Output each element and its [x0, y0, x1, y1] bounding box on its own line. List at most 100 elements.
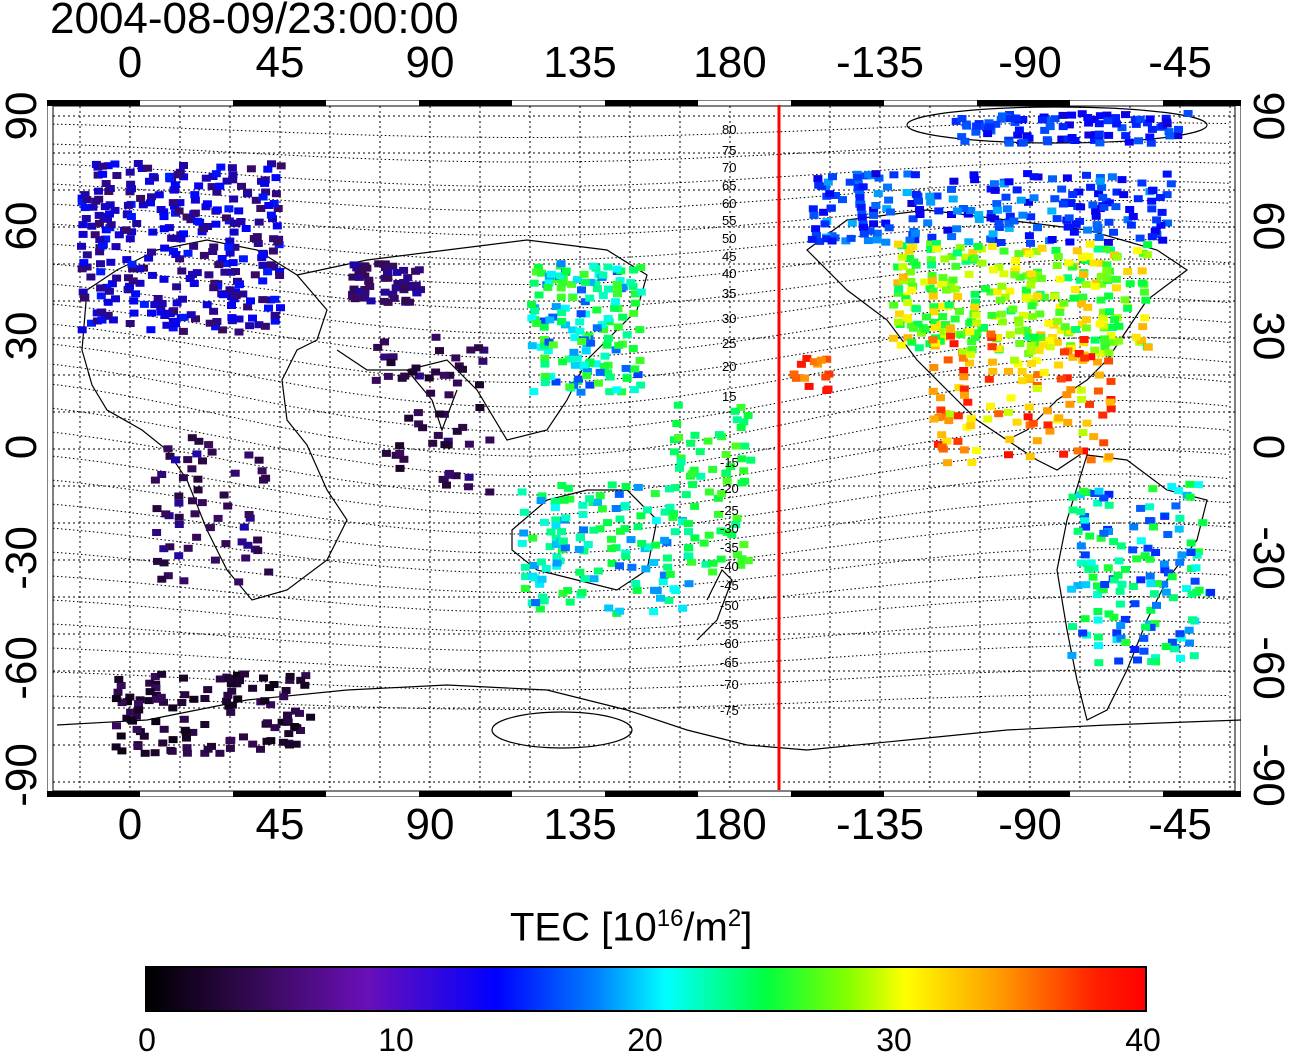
tec-cell: [678, 518, 687, 526]
tec-cell: [1058, 111, 1068, 119]
tec-cell: [636, 288, 646, 296]
tec-cell: [151, 692, 161, 699]
tec-cell: [78, 230, 88, 238]
tec-cell: [388, 262, 398, 270]
tec-cell: [201, 174, 211, 182]
tec-cell: [814, 181, 824, 189]
tec-cell: [936, 394, 945, 402]
tec-cell: [254, 456, 264, 464]
tec-cell: [895, 310, 904, 318]
tec-cell: [152, 695, 162, 703]
tec-cell: [211, 220, 221, 228]
tec-cell: [1078, 270, 1088, 278]
tec-cell: [264, 304, 273, 312]
tec-cell: [903, 334, 913, 342]
tec-cell: [582, 372, 592, 380]
tec-cell: [827, 237, 837, 245]
tec-cell: [910, 171, 920, 179]
tec-cell: [97, 308, 107, 316]
tec-cell: [535, 605, 545, 613]
tec-cell: [864, 171, 874, 179]
tec-cell: [203, 223, 213, 230]
tec-cell: [970, 290, 980, 298]
tec-cell: [901, 295, 911, 303]
tec-cell: [464, 440, 474, 448]
tec-cell: [1005, 212, 1015, 220]
tec-cell: [1111, 114, 1120, 122]
tec-cell: [585, 495, 595, 503]
tec-cell: [222, 177, 232, 185]
tec-cell: [125, 282, 134, 290]
tec-cell: [597, 505, 607, 513]
tec-cell: [811, 231, 821, 239]
tec-cell: [132, 220, 142, 227]
left-lat-tick: 0: [0, 434, 46, 460]
tec-cell: [403, 274, 413, 282]
tec-cell: [246, 165, 256, 173]
tec-map-svg: [47, 100, 1241, 797]
tec-cell: [1176, 654, 1185, 662]
tec-cell: [258, 296, 268, 304]
left-lat-tick: 60: [0, 201, 46, 251]
tec-cell: [1017, 377, 1027, 385]
tec-cell: [1004, 451, 1013, 459]
tec-cell: [243, 541, 253, 549]
tec-cell: [1126, 221, 1136, 229]
tec-cell: [909, 324, 918, 332]
tec-cell: [111, 743, 121, 751]
tec-cell: [621, 483, 631, 490]
tec-cell: [194, 437, 204, 445]
tec-cell: [1098, 193, 1108, 201]
tec-cell: [1053, 317, 1063, 325]
tec-cell: [374, 260, 384, 268]
tec-cell: [200, 749, 210, 757]
tec-cell: [929, 364, 939, 371]
tec-cell: [926, 256, 936, 264]
tec-cell: [178, 474, 188, 482]
tec-cell: [632, 586, 642, 594]
tec-cell: [731, 521, 741, 528]
tec-cell: [296, 727, 305, 734]
tec-cell: [1032, 385, 1042, 392]
tec-cell: [1089, 259, 1099, 267]
magnetic-latitude-label: 55: [722, 213, 737, 228]
tec-cell: [538, 593, 548, 601]
tec-cell: [383, 372, 393, 380]
tec-cell: [126, 716, 136, 724]
tec-cell: [1145, 133, 1155, 141]
tec-cell: [631, 580, 641, 587]
tec-cell: [352, 262, 362, 270]
tec-cell: [739, 541, 749, 549]
tec-cell: [1027, 360, 1036, 367]
tec-cell: [662, 554, 672, 562]
tec-cell: [1080, 513, 1090, 520]
tec-cell: [520, 585, 530, 592]
tec-cell: [113, 688, 123, 696]
tec-cell: [656, 594, 665, 602]
tec-cell: [1013, 131, 1023, 139]
tec-cell: [911, 261, 921, 269]
tec-cell: [1124, 138, 1134, 146]
tec-cell: [157, 471, 167, 478]
tec-cell: [665, 570, 675, 578]
tec-cell: [1164, 128, 1174, 136]
tec-cell: [1031, 357, 1041, 365]
tec-cell: [953, 437, 963, 445]
tec-cell: [644, 543, 653, 551]
tec-cell: [133, 743, 143, 750]
tec-cell: [926, 245, 936, 253]
tec-cell: [275, 272, 285, 279]
tec-cell: [224, 243, 234, 251]
tec-cell: [178, 295, 187, 303]
tec-cell: [915, 211, 925, 218]
tec-cell: [1145, 115, 1155, 123]
tec-cell: [556, 284, 566, 292]
top-lon-tick: 180: [693, 38, 767, 87]
tec-cell: [660, 508, 670, 516]
tec-cell: [532, 268, 541, 276]
tec-cell: [991, 120, 1001, 128]
tec-cell: [703, 437, 713, 445]
tec-cell: [893, 279, 903, 287]
tec-cell: [1137, 267, 1147, 275]
tec-cell: [192, 269, 202, 277]
